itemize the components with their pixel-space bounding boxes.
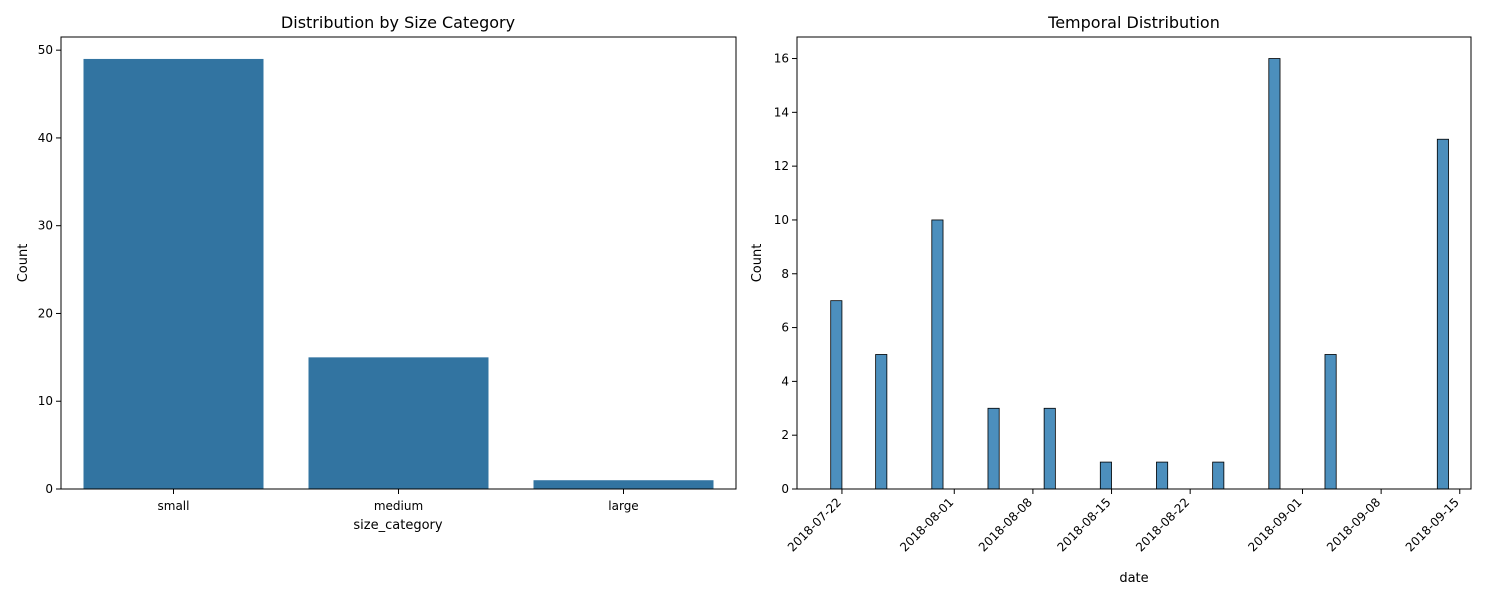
y-tick-label: 4	[781, 374, 789, 388]
plot-frame	[796, 36, 1472, 490]
x-tick-label: 2018-08-15	[1054, 495, 1113, 554]
y-tick-label: 40	[38, 131, 53, 145]
y-tick-label: 0	[45, 482, 53, 496]
histogram-bar	[830, 300, 843, 490]
histogram-bar	[1156, 461, 1169, 490]
histogram-bar	[1436, 138, 1449, 490]
bar-large	[533, 480, 714, 489]
histogram-bar	[931, 219, 944, 490]
x-tick-label: 2018-09-15	[1403, 495, 1462, 554]
bar-small	[83, 58, 264, 490]
y-tick-label: 20	[38, 306, 53, 320]
x-tick-label: 2018-07-22	[785, 495, 844, 554]
plot-frame	[60, 36, 737, 490]
y-tick-label: 30	[38, 219, 53, 233]
y-tick-label: 14	[774, 105, 789, 119]
chart-title: Temporal Distribution	[1047, 13, 1220, 32]
y-axis-label: Count	[16, 244, 31, 283]
y-tick-label: 12	[774, 159, 789, 173]
y-tick-label: 50	[38, 43, 53, 57]
y-tick-label: 2	[781, 428, 789, 442]
y-axis-label: Count	[750, 244, 765, 283]
histogram-bar	[875, 354, 888, 490]
chart-title: Distribution by Size Category	[281, 13, 515, 32]
x-tick-label: 2018-08-08	[976, 495, 1035, 554]
histogram-bar	[1099, 461, 1112, 490]
y-tick-label: 6	[781, 321, 789, 335]
x-axis-label: date	[1119, 571, 1148, 586]
x-tick-label: 2018-08-01	[897, 495, 956, 554]
histogram-bar	[1268, 58, 1281, 490]
y-tick-label: 8	[781, 267, 789, 281]
y-tick-label: 16	[774, 52, 789, 66]
x-tick-label: 2018-09-01	[1245, 495, 1304, 554]
y-tick-label: 10	[38, 394, 53, 408]
x-tick-label: 2018-09-08	[1324, 495, 1383, 554]
x-tick-label: 2018-08-22	[1133, 495, 1192, 554]
histogram-bar	[987, 407, 1000, 490]
y-tick-label: 10	[774, 213, 789, 227]
temporal-chart: Temporal Distribution Count date 0 2 4 6 8 10…	[750, 13, 1472, 586]
histogram-bar	[1324, 354, 1337, 490]
histogram-bar	[1212, 461, 1225, 490]
x-tick-label: medium	[374, 499, 423, 513]
x-tick-label: large	[608, 499, 638, 513]
y-tick-label: 0	[781, 482, 789, 496]
x-axis-label: size_category	[353, 518, 442, 533]
histogram-bar	[1043, 407, 1056, 490]
x-tick-label: small	[158, 499, 190, 513]
bar-medium	[308, 357, 489, 489]
size-category-chart: Distribution by Size Category Count size…	[16, 13, 737, 533]
